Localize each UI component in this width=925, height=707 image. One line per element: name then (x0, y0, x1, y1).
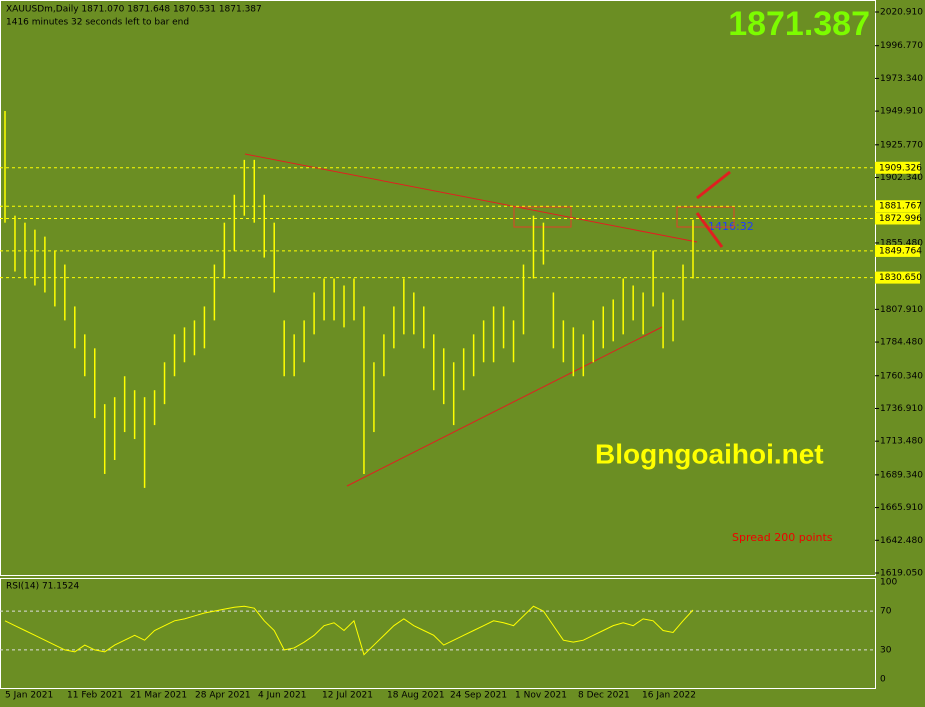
rsi-axis-label: 0 (880, 675, 886, 685)
price-label: 1713.480 (880, 437, 923, 447)
rsi-label: RSI(14) 71.1524 (6, 582, 79, 592)
date-label: 5 Jan 2021 (5, 691, 53, 701)
price-label: 1784.480 (880, 338, 923, 348)
spread: Spread 200 points (732, 531, 833, 544)
rsi-frame (0, 578, 876, 689)
rsi-axis-label: 70 (880, 607, 892, 617)
highlight-box (513, 206, 572, 228)
price-label: 2020.910 (880, 8, 923, 18)
symbol-line: XAUUSDm,Daily 1871.070 1871.648 1870.531… (6, 5, 262, 15)
date-label: 18 Aug 2021 (387, 691, 445, 701)
date-label: 11 Feb 2021 (67, 691, 123, 701)
price-label: 1619.050 (880, 569, 923, 579)
price-label: 1925.770 (880, 140, 923, 150)
trendline (244, 153, 698, 243)
arrow (695, 212, 724, 248)
level-label: 1881.767 (879, 202, 922, 212)
date-label: 28 Apr 2021 (195, 691, 251, 701)
level-box (875, 200, 920, 213)
current-price: 1871.387 (728, 5, 870, 43)
rsi-axis-label: 100 (880, 578, 897, 588)
price-label: 1996.770 (880, 41, 923, 51)
price-label: 1736.910 (880, 404, 923, 414)
rsi-axis-label: 30 (880, 645, 892, 655)
date-label: 4 Jun 2021 (258, 691, 306, 701)
price-label: 1665.910 (880, 503, 923, 513)
level-box (875, 271, 920, 284)
date-label: 24 Sep 2021 (450, 691, 507, 701)
level-label: 1849.764 (879, 246, 922, 256)
level-box (875, 212, 920, 225)
level-label: 1872.996 (879, 214, 922, 224)
date-label: 1 Nov 2021 (515, 691, 567, 701)
price-label: 1855.480 (880, 238, 923, 248)
price-label: 1642.480 (880, 536, 923, 546)
date-label: 21 Mar 2021 (130, 691, 187, 701)
price-label: 1689.340 (880, 470, 923, 480)
level-box (875, 244, 920, 257)
price-label: 1760.340 (880, 371, 923, 381)
level-box (875, 161, 920, 174)
level-label: 1909.326 (879, 163, 922, 173)
timer-line: 1416 minutes 32 seconds left to bar end (6, 18, 189, 28)
price-label: 1973.340 (880, 74, 923, 84)
rsi-line (4, 605, 694, 656)
date-label: 16 Jan 2022 (642, 691, 696, 701)
watermark: Blogngoaihoi.net (595, 438, 824, 469)
price-label: 1902.340 (880, 173, 923, 183)
price-label: 1949.910 (880, 107, 923, 117)
trendline (346, 326, 663, 487)
date-label: 12 Jul 2021 (322, 691, 373, 701)
price-label: 1807.910 (880, 305, 923, 315)
date-label: 8 Dec 2021 (578, 691, 630, 701)
arrow (696, 170, 731, 200)
main-frame (0, 0, 876, 576)
level-label: 1830.650 (879, 273, 922, 283)
